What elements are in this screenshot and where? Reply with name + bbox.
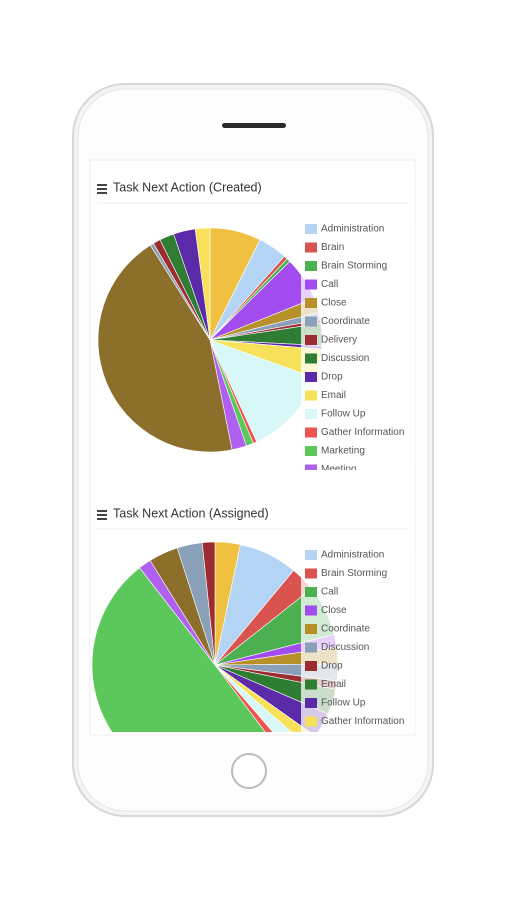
- pie-slice: [214, 664, 274, 732]
- legend-swatch: [305, 464, 317, 470]
- pie-slice: [194, 227, 211, 341]
- legend-label: Call: [321, 279, 338, 290]
- legend-swatch: [305, 224, 317, 234]
- legend-label: Discussion: [321, 642, 369, 653]
- legend-swatch: [305, 624, 317, 634]
- legend-swatch: [305, 679, 317, 690]
- legend-label: Drop: [321, 661, 343, 672]
- home-button[interactable]: [231, 753, 267, 789]
- chart-icon: [97, 184, 107, 194]
- legend-swatch: [305, 642, 317, 653]
- legend-swatch: [305, 446, 317, 456]
- legend-label: Gather Information: [321, 716, 404, 727]
- legend-swatch: [305, 568, 317, 579]
- chart-icon: [97, 510, 107, 520]
- legend: Administration Brain Storming Call Close Coo…: [301, 546, 415, 732]
- legend-background: [301, 220, 415, 470]
- legend-swatch: [305, 316, 317, 327]
- legend-label: Close: [321, 605, 347, 616]
- legend-swatch: [305, 661, 317, 671]
- pie: [97, 227, 323, 453]
- legend-label: Discussion: [321, 353, 369, 364]
- legend-swatch: [305, 587, 317, 597]
- legend-label: Coordinate: [321, 316, 370, 327]
- legend-swatch: [305, 427, 317, 438]
- pie-slice: [97, 244, 233, 453]
- pie-slice: [91, 567, 266, 732]
- chart-title: Task Next Action (Assigned): [113, 506, 269, 520]
- chart-title: Task Next Action (Created): [113, 180, 262, 194]
- legend-label: Drop: [321, 372, 343, 383]
- legend-label: Email: [321, 390, 346, 401]
- legend-swatch: [305, 261, 317, 271]
- legend-label: Brain Storming: [321, 568, 387, 579]
- legend-swatch: [305, 335, 317, 345]
- legend-swatch: [305, 716, 317, 727]
- legend-swatch: [305, 390, 317, 401]
- legend-label: Call: [321, 587, 338, 598]
- pie-slice: [214, 664, 292, 732]
- legend-swatch: [305, 279, 317, 290]
- chart-card: Task Next Action (Created) Administratio…: [97, 180, 415, 475]
- legend-background: [301, 546, 415, 732]
- pie-slice: [201, 541, 216, 666]
- legend-label: Administration: [321, 550, 384, 561]
- legend-label: Administration: [321, 224, 384, 235]
- legend-label: Coordinate: [321, 624, 370, 635]
- legend-swatch: [305, 372, 317, 382]
- legend-label: Meeting: [321, 464, 357, 475]
- legend-label: Follow Up: [321, 698, 366, 709]
- legend-swatch: [305, 698, 317, 708]
- legend-swatch: [305, 353, 317, 364]
- legend-label: Follow Up: [321, 409, 366, 420]
- legend-label: Brain: [321, 242, 344, 253]
- chart-card: Task Next Action (Assigned) Administrati…: [91, 506, 415, 732]
- legend-label: Delivery: [321, 335, 357, 346]
- legend-swatch: [305, 409, 317, 419]
- legend-label: Email: [321, 679, 346, 690]
- legend-swatch: [305, 242, 317, 253]
- legend-label: Close: [321, 298, 347, 309]
- speaker: [222, 123, 286, 128]
- legend: Administration Brain Brain Storming Call Clo…: [301, 220, 415, 475]
- legend-label: Marketing: [321, 446, 365, 457]
- legend-swatch: [305, 298, 317, 308]
- legend-label: Brain Storming: [321, 261, 387, 272]
- legend-label: Gather Information: [321, 427, 404, 438]
- legend-swatch: [305, 605, 317, 616]
- legend-swatch: [305, 550, 317, 560]
